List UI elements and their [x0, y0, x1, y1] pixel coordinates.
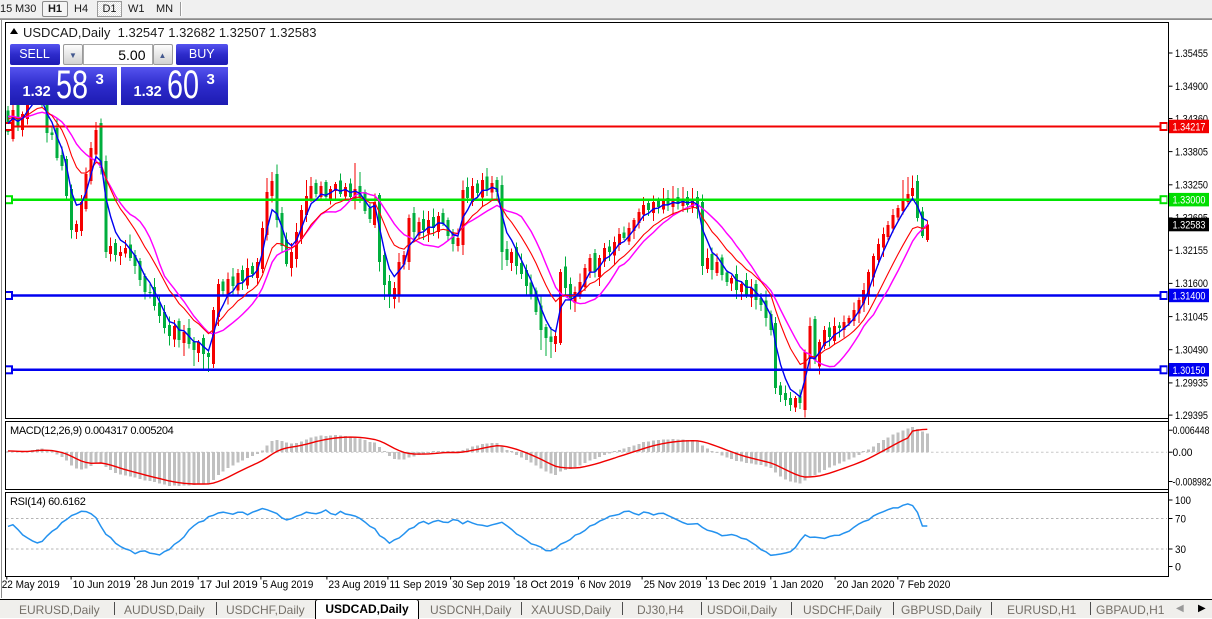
svg-text:1.33250: 1.33250 — [1175, 180, 1208, 192]
svg-text:20 Jan 2020: 20 Jan 2020 — [837, 579, 895, 591]
svg-text:1.30490: 1.30490 — [1175, 345, 1208, 357]
svg-text:23 Aug 2019: 23 Aug 2019 — [328, 579, 386, 591]
svg-text:1.35455: 1.35455 — [1175, 48, 1208, 60]
svg-text:7 Feb 2020: 7 Feb 2020 — [899, 579, 950, 591]
svg-text:1 Jan 2020: 1 Jan 2020 — [772, 579, 823, 591]
svg-text:1.30150: 1.30150 — [1173, 365, 1206, 377]
svg-text:28 Jun 2019: 28 Jun 2019 — [136, 579, 194, 591]
svg-text:18 Oct 2019: 18 Oct 2019 — [516, 579, 574, 591]
svg-text:0.00: 0.00 — [1173, 447, 1193, 459]
svg-text:17 Jul 2019: 17 Jul 2019 — [200, 579, 258, 591]
svg-text:1.29395: 1.29395 — [1175, 410, 1208, 422]
svg-text:13 Dec 2019: 13 Dec 2019 — [708, 579, 766, 591]
svg-text:30 Sep 2019: 30 Sep 2019 — [452, 579, 510, 591]
svg-text:1.31600: 1.31600 — [1175, 278, 1208, 290]
svg-text:1.29935: 1.29935 — [1175, 378, 1208, 390]
svg-text:70: 70 — [1175, 513, 1186, 525]
svg-text:22 May 2019: 22 May 2019 — [2, 579, 60, 591]
svg-text:5 Aug 2019: 5 Aug 2019 — [262, 579, 313, 591]
svg-text:1.33000: 1.33000 — [1173, 195, 1206, 207]
svg-text:1.34217: 1.34217 — [1173, 122, 1206, 134]
svg-text:-0.008982: -0.008982 — [1173, 476, 1212, 488]
svg-text:25 Nov 2019: 25 Nov 2019 — [644, 579, 702, 591]
svg-text:0.006448: 0.006448 — [1173, 425, 1210, 437]
svg-text:1.32155: 1.32155 — [1175, 245, 1208, 257]
svg-text:1.31045: 1.31045 — [1175, 311, 1208, 323]
svg-text:1.34900: 1.34900 — [1175, 81, 1208, 93]
svg-text:1.31400: 1.31400 — [1173, 291, 1206, 303]
svg-text:30: 30 — [1175, 544, 1186, 556]
svg-text:1.33805: 1.33805 — [1175, 146, 1208, 158]
svg-text:1.32583: 1.32583 — [1173, 220, 1206, 232]
svg-text:10 Jun 2019: 10 Jun 2019 — [73, 579, 131, 591]
svg-text:6 Nov 2019: 6 Nov 2019 — [580, 579, 631, 591]
svg-text:0: 0 — [1175, 561, 1181, 573]
svg-text:11 Sep 2019: 11 Sep 2019 — [389, 579, 447, 591]
svg-text:100: 100 — [1175, 495, 1191, 507]
